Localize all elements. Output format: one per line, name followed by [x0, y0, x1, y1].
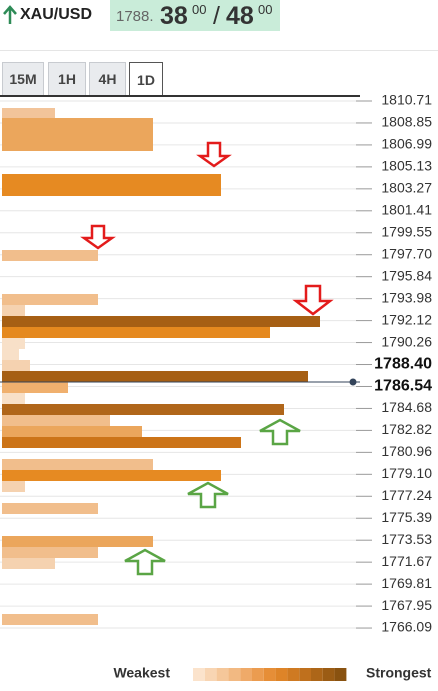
price-level: 1799.55 [381, 223, 432, 239]
bar [2, 118, 153, 151]
bar [2, 614, 98, 625]
legend-swatch [322, 668, 335, 681]
up-arrow [124, 548, 166, 576]
legend-swatch [263, 668, 276, 681]
bar [2, 393, 25, 404]
legend-swatch [204, 668, 217, 681]
price-level: 1767.95 [381, 597, 432, 613]
price-level: 1806.99 [381, 136, 432, 152]
up-arrow-icon [3, 5, 17, 24]
tab[interactable]: 1H [48, 62, 86, 95]
legend-weakest: Weakest [113, 665, 170, 681]
price-marker [349, 378, 357, 386]
legend-swatch [252, 668, 264, 681]
bar [2, 338, 25, 349]
legend-swatch [193, 668, 205, 681]
ask: 48 [226, 2, 254, 30]
bar [2, 459, 153, 470]
bar [2, 108, 55, 118]
price-level: 1766.09 [381, 619, 432, 635]
tab[interactable]: 15M [2, 62, 44, 95]
bar [2, 360, 30, 371]
bar [2, 174, 221, 196]
divider [0, 50, 438, 51]
ask-fraction: 00 [258, 2, 273, 17]
price-level: 1801.41 [381, 202, 432, 218]
bar [2, 536, 153, 547]
header: XAU/USD 1788. 38 00 / 48 00 [0, 0, 438, 32]
legend-strongest: Strongest [366, 665, 432, 681]
bar [2, 547, 98, 558]
price-level: 1797.70 [381, 245, 432, 261]
bar [2, 404, 284, 415]
price-level: 1773.53 [381, 531, 432, 547]
price-level: 1803.27 [381, 180, 432, 196]
bar [2, 349, 19, 360]
price-level: 1810.71 [381, 92, 432, 108]
bar [2, 558, 55, 569]
bar [2, 371, 308, 382]
bar [2, 415, 110, 426]
bar [2, 327, 270, 338]
price-level: 1786.54 [374, 378, 432, 395]
price-level: 1792.12 [381, 311, 432, 327]
bar [2, 250, 98, 261]
bars [2, 108, 320, 625]
legend-swatch [275, 668, 288, 681]
price-level: 1795.84 [381, 267, 432, 283]
down-arrow [292, 284, 334, 316]
price-level: 1784.68 [381, 399, 432, 415]
tab[interactable]: 1D [129, 62, 163, 97]
bar [2, 470, 221, 481]
legend-swatch [240, 668, 252, 681]
price-level: 1793.98 [381, 289, 432, 305]
price-prefix: 1788. [116, 8, 154, 25]
price-level: 1777.24 [381, 487, 432, 503]
price-level: 1788.40 [374, 356, 432, 373]
bar [2, 437, 241, 448]
price-level: 1782.82 [381, 421, 432, 437]
symbol: XAU/USD [20, 6, 93, 23]
chart: Weakest Strongest 1810.71 1808.85 1806.99 1… [0, 92, 432, 681]
legend-swatch [299, 668, 311, 681]
price-level: 1779.10 [381, 465, 432, 481]
legend-swatch [228, 668, 241, 681]
bar [2, 382, 68, 393]
bar [2, 294, 98, 305]
up-arrow [259, 418, 301, 446]
bid: 38 [160, 2, 188, 30]
bid-fraction: 00 [192, 2, 207, 17]
legend-gradient [193, 668, 347, 681]
bar [2, 481, 25, 492]
legend-swatch [311, 668, 323, 681]
down-arrow [196, 141, 232, 168]
bar [2, 503, 98, 514]
price-level: 1769.81 [381, 575, 432, 591]
price-level: 1771.67 [381, 553, 432, 569]
legend-swatch [334, 668, 347, 681]
price-level: 1805.13 [381, 158, 432, 174]
up-arrow [187, 481, 229, 509]
bar [2, 316, 320, 327]
legend-swatch [216, 668, 229, 681]
bar [2, 305, 25, 316]
bar [2, 426, 142, 437]
tab[interactable]: 4H [89, 62, 126, 95]
legend-swatch [287, 668, 300, 681]
arrows [80, 141, 334, 576]
price-level: 1808.85 [381, 114, 432, 130]
price-level: 1790.26 [381, 333, 432, 349]
price-box: 1788. 38 00 / 48 00 [110, 0, 280, 31]
price-level: 1780.96 [381, 443, 432, 459]
price-level: 1775.39 [381, 509, 432, 525]
down-arrow [80, 224, 116, 250]
separator: / [213, 2, 220, 30]
